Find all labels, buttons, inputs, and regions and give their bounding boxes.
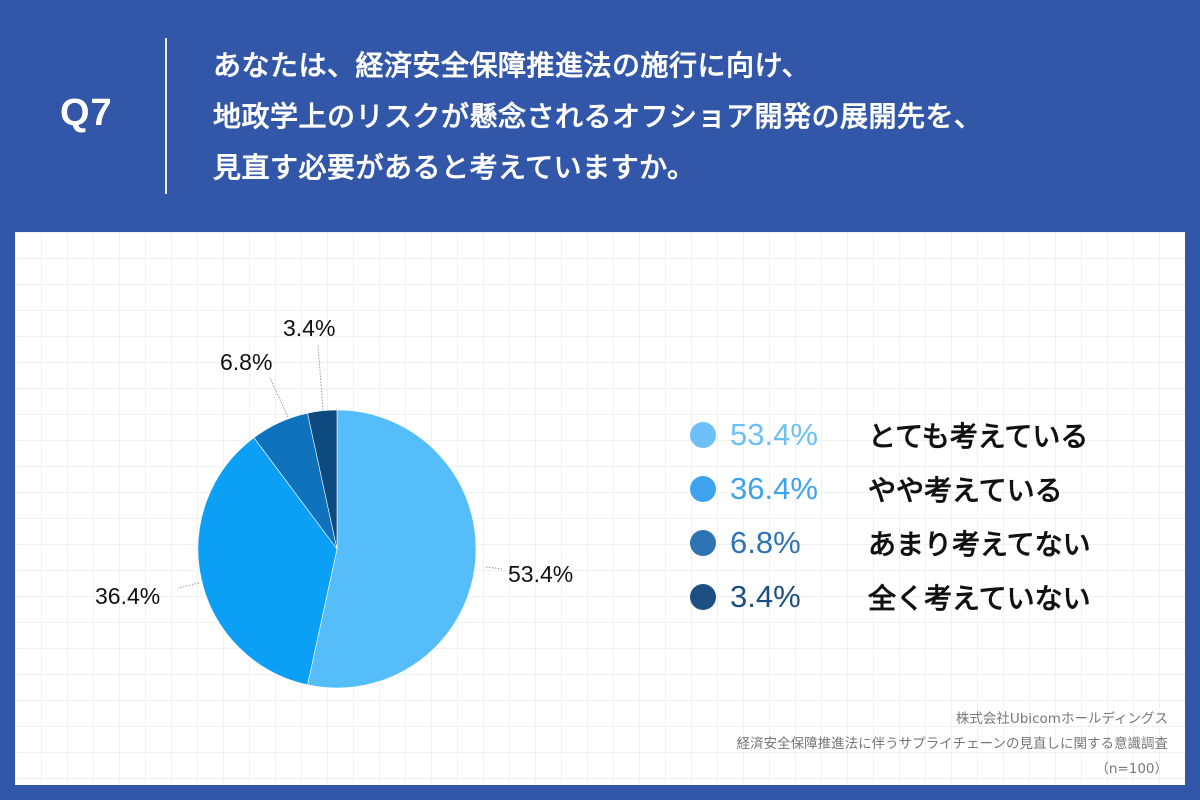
pie-slice — [307, 409, 338, 550]
leader-lines — [177, 344, 503, 589]
legend-item-very: 53.4% とても考えている — [690, 408, 1091, 462]
question-line-2: 地政学上のリスクが懸念されるオフショア開発の展開先を、 — [213, 100, 983, 133]
source-note: 株式会社Ubicomホールディングス 経済安全保障推進法に伴うサプライチェーンの… — [737, 707, 1168, 782]
legend-label: あまり考えてない — [868, 528, 1091, 561]
slice-label-somewhat: 36.4% — [95, 583, 161, 609]
legend-label: 全く考えていない — [868, 582, 1091, 615]
source-company: 株式会社Ubicomホールディングス — [955, 711, 1168, 727]
question-line-3: 見直す必要があると考えていますか。 — [213, 151, 696, 184]
legend-pct: 6.8% — [730, 525, 801, 560]
legend-pct: 3.4% — [730, 579, 801, 614]
legend-dot-icon — [690, 476, 716, 502]
slice-label-not-at-all: 3.4% — [283, 315, 336, 341]
legend-label: とても考えている — [868, 420, 1089, 453]
header-divider — [165, 38, 167, 194]
legend-dot-icon — [690, 422, 716, 448]
leader-line-53 — [485, 566, 503, 570]
source-sample: （n=100） — [1095, 761, 1168, 777]
leader-line-36 — [177, 582, 200, 589]
legend-item-somewhat: 36.4% やや考えている — [690, 462, 1091, 516]
legend-item-not-much: 6.8% あまり考えてない — [690, 516, 1091, 570]
question-number: Q7 — [60, 92, 113, 134]
legend-dot-icon — [690, 530, 716, 556]
pie-slice — [307, 409, 477, 689]
leader-line-3-4 — [317, 344, 324, 411]
question-line-1: あなたは、経済安全保障推進法の施行に向け、 — [213, 49, 811, 82]
slice-label-very: 53.4% — [508, 561, 574, 587]
source-survey: 経済安全保障推進法に伴うサプライチェーンの見直しに関する意識調査 — [736, 736, 1168, 752]
legend-item-not-at-all: 3.4% 全く考えていない — [690, 570, 1091, 624]
legend-pct: 36.4% — [730, 471, 818, 506]
legend-label: やや考えている — [868, 474, 1063, 507]
slice-label-not-much: 6.8% — [220, 349, 273, 375]
pie-slices — [197, 409, 477, 689]
question-text: あなたは、経済安全保障推進法の施行に向け、 地政学上のリスクが懸念されるオフショ… — [213, 40, 1173, 193]
legend-dot-icon — [690, 584, 716, 610]
leader-line-6-8 — [269, 377, 289, 418]
pie-slice — [197, 437, 338, 686]
legend: 53.4% とても考えている 36.4% やや考えている 6.8% あまり考えて… — [690, 408, 1091, 624]
legend-pct: 53.4% — [730, 417, 818, 452]
